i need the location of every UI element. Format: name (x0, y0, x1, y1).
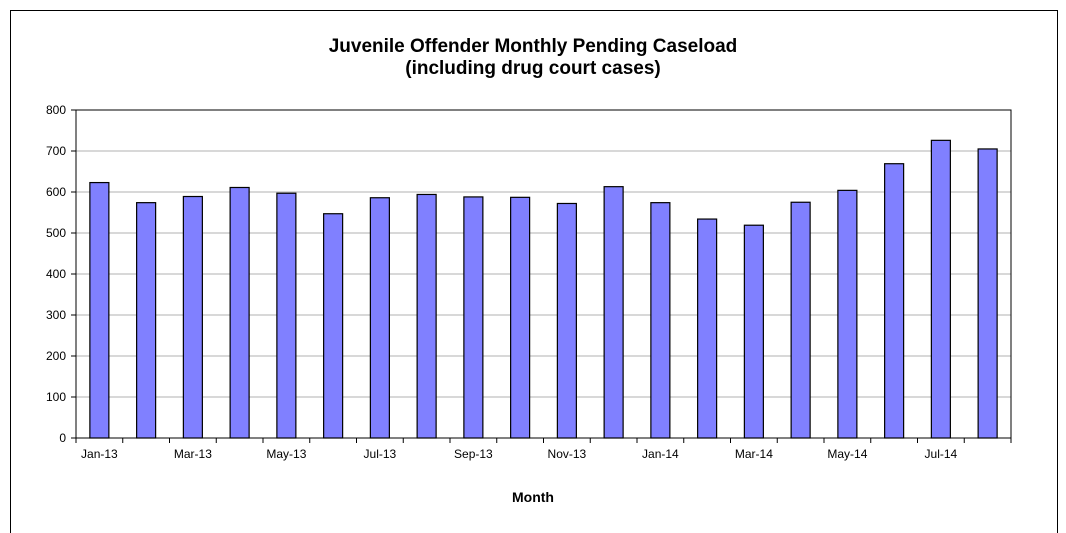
bar (743, 224, 764, 439)
bar (182, 195, 203, 439)
y-tick-label: 500 (46, 226, 66, 240)
bar (697, 218, 718, 439)
bar (369, 197, 390, 439)
x-tick-label: Sep-13 (454, 447, 493, 461)
y-tick-label: 700 (46, 144, 66, 158)
x-tick-label: Jan-13 (81, 447, 118, 461)
bar (416, 193, 437, 439)
x-tick-label: Mar-13 (174, 447, 212, 461)
chart-title: Juvenile Offender Monthly Pending Caselo… (0, 36, 1066, 80)
y-tick-label: 0 (59, 431, 66, 445)
x-tick-label: May-13 (266, 447, 306, 461)
x-tick-labels: Jan-13 Mar-13 May-13 Jul-13 Sep-13 Nov-13 Jan-… (81, 447, 958, 461)
bar (276, 192, 297, 439)
y-tick-label: 600 (46, 185, 66, 199)
bar (323, 213, 344, 439)
y-tick-label: 300 (46, 308, 66, 322)
bar (790, 201, 811, 439)
axes (75, 109, 1012, 443)
bar (930, 139, 951, 439)
y-tick-labels: 0 100 200 300 400 500 600 700 800 (46, 103, 66, 445)
x-tick-label: Jul-13 (364, 447, 397, 461)
x-tick-label: Mar-14 (735, 447, 773, 461)
bar (650, 202, 671, 439)
bar (837, 189, 858, 439)
chart-title-line-2: (including drug court cases) (405, 58, 661, 79)
x-tick-label: Jul-14 (925, 447, 958, 461)
bar (89, 181, 110, 439)
y-tick-label: 200 (46, 349, 66, 363)
bar (977, 148, 998, 439)
y-tick-label: 100 (46, 390, 66, 404)
bar (884, 163, 905, 439)
bar (136, 202, 157, 439)
x-tick-label: Jan-14 (642, 447, 679, 461)
bar (463, 196, 484, 439)
chart-title-line-1: Juvenile Offender Monthly Pending Caselo… (328, 36, 738, 57)
x-tick-label: Nov-13 (548, 447, 587, 461)
x-axis-label: Month (512, 489, 554, 505)
gridlines (71, 109, 1011, 439)
x-tick-label: May-14 (827, 447, 867, 461)
bar (556, 202, 577, 439)
bar (229, 186, 250, 439)
bars (89, 139, 998, 439)
bar (510, 196, 531, 439)
y-tick-label: 800 (46, 103, 66, 117)
y-tick-label: 400 (46, 267, 66, 281)
bar (603, 186, 624, 439)
